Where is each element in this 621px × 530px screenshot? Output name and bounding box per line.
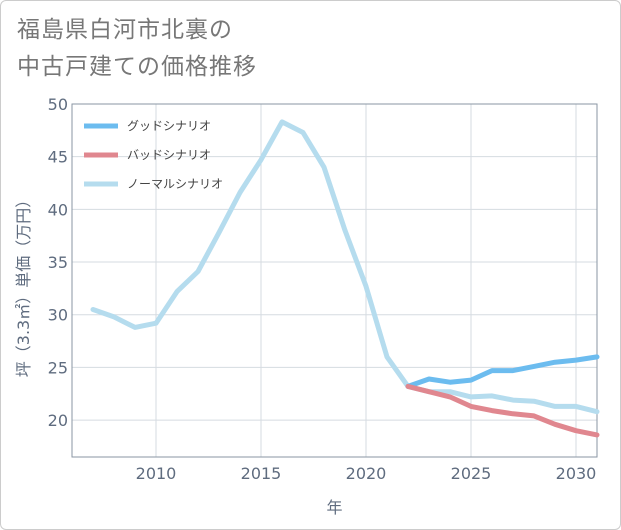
- series-line-3: [90, 119, 600, 415]
- y-tick-label: 50: [48, 95, 68, 114]
- legend-label: ノーマルシナリオ: [127, 177, 223, 191]
- y-tick-label: 30: [48, 306, 68, 325]
- series-line-2: [405, 383, 600, 438]
- legend-label: バッドシナリオ: [127, 148, 211, 162]
- y-tick-label: 35: [48, 253, 68, 272]
- chart-title-line-1: 福島県白河市北裏の: [17, 17, 233, 43]
- x-axis-title: 年: [326, 498, 342, 517]
- x-tick-label: 2015: [241, 464, 282, 483]
- series-group: [90, 119, 600, 438]
- x-tick-label: 2025: [451, 464, 492, 483]
- x-tick-label: 2020: [346, 464, 387, 483]
- chart-title-line-2: 中古戸建ての価格推移: [17, 54, 257, 80]
- y-tick-label: 45: [48, 148, 68, 167]
- legend-label: グッドシナリオ: [127, 119, 211, 133]
- y-tick-label: 20: [48, 411, 68, 430]
- plot-area: [71, 103, 598, 458]
- y-tick-label: 25: [48, 358, 68, 377]
- y-tick-label: 40: [48, 200, 68, 219]
- series-line-1: [405, 354, 600, 389]
- chart-title: 福島県白河市北裏の 中古戸建ての価格推移: [17, 12, 257, 86]
- y-axis-title: 坪（3.3㎡）単価（万円）: [14, 192, 33, 377]
- x-tick-label: 2030: [556, 464, 597, 483]
- x-tick-label: 2010: [136, 464, 177, 483]
